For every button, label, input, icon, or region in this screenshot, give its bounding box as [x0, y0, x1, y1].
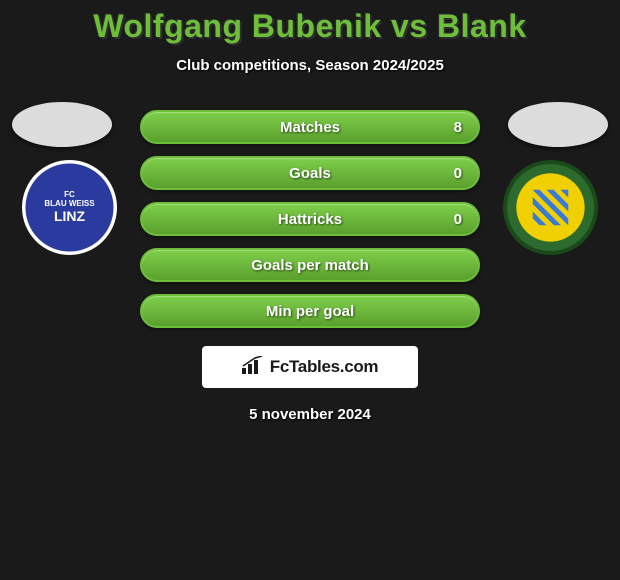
comparison-area: FC BLAU WEISS LINZ Matches 8 Goals 0 Hat… — [0, 102, 620, 423]
page-title: Wolfgang Bubenik vs Blank — [0, 0, 620, 45]
stat-label: Hattricks — [278, 211, 342, 228]
stat-bars: Matches 8 Goals 0 Hattricks 0 Goals per … — [140, 102, 480, 328]
stat-bar-goals-per-match: Goals per match — [140, 248, 480, 282]
stat-bar-min-per-goal: Min per goal — [140, 294, 480, 328]
player-avatar-left — [12, 102, 112, 147]
stat-label: Matches — [280, 119, 340, 136]
brand-text: FcTables.com — [270, 357, 379, 377]
club-badge-right — [503, 160, 598, 255]
stat-value: 8 — [454, 119, 462, 136]
club-badge-left: FC BLAU WEISS LINZ — [22, 160, 117, 255]
club-left-line3: LINZ — [54, 209, 85, 224]
stat-value: 0 — [454, 211, 462, 228]
date-line: 5 november 2024 — [10, 406, 610, 423]
subtitle: Club competitions, Season 2024/2025 — [0, 57, 620, 74]
stat-label: Goals — [289, 165, 331, 182]
stat-bar-matches: Matches 8 — [140, 110, 480, 144]
stat-value: 0 — [454, 165, 462, 182]
stat-label: Min per goal — [266, 303, 354, 320]
stat-bar-hattricks: Hattricks 0 — [140, 202, 480, 236]
player-avatar-right — [508, 102, 608, 147]
club-badge-left-inner: FC BLAU WEISS LINZ — [35, 173, 105, 243]
chart-icon — [242, 356, 264, 379]
stat-bar-goals: Goals 0 — [140, 156, 480, 190]
stat-label: Goals per match — [251, 257, 369, 274]
brand-badge: FcTables.com — [202, 346, 418, 388]
